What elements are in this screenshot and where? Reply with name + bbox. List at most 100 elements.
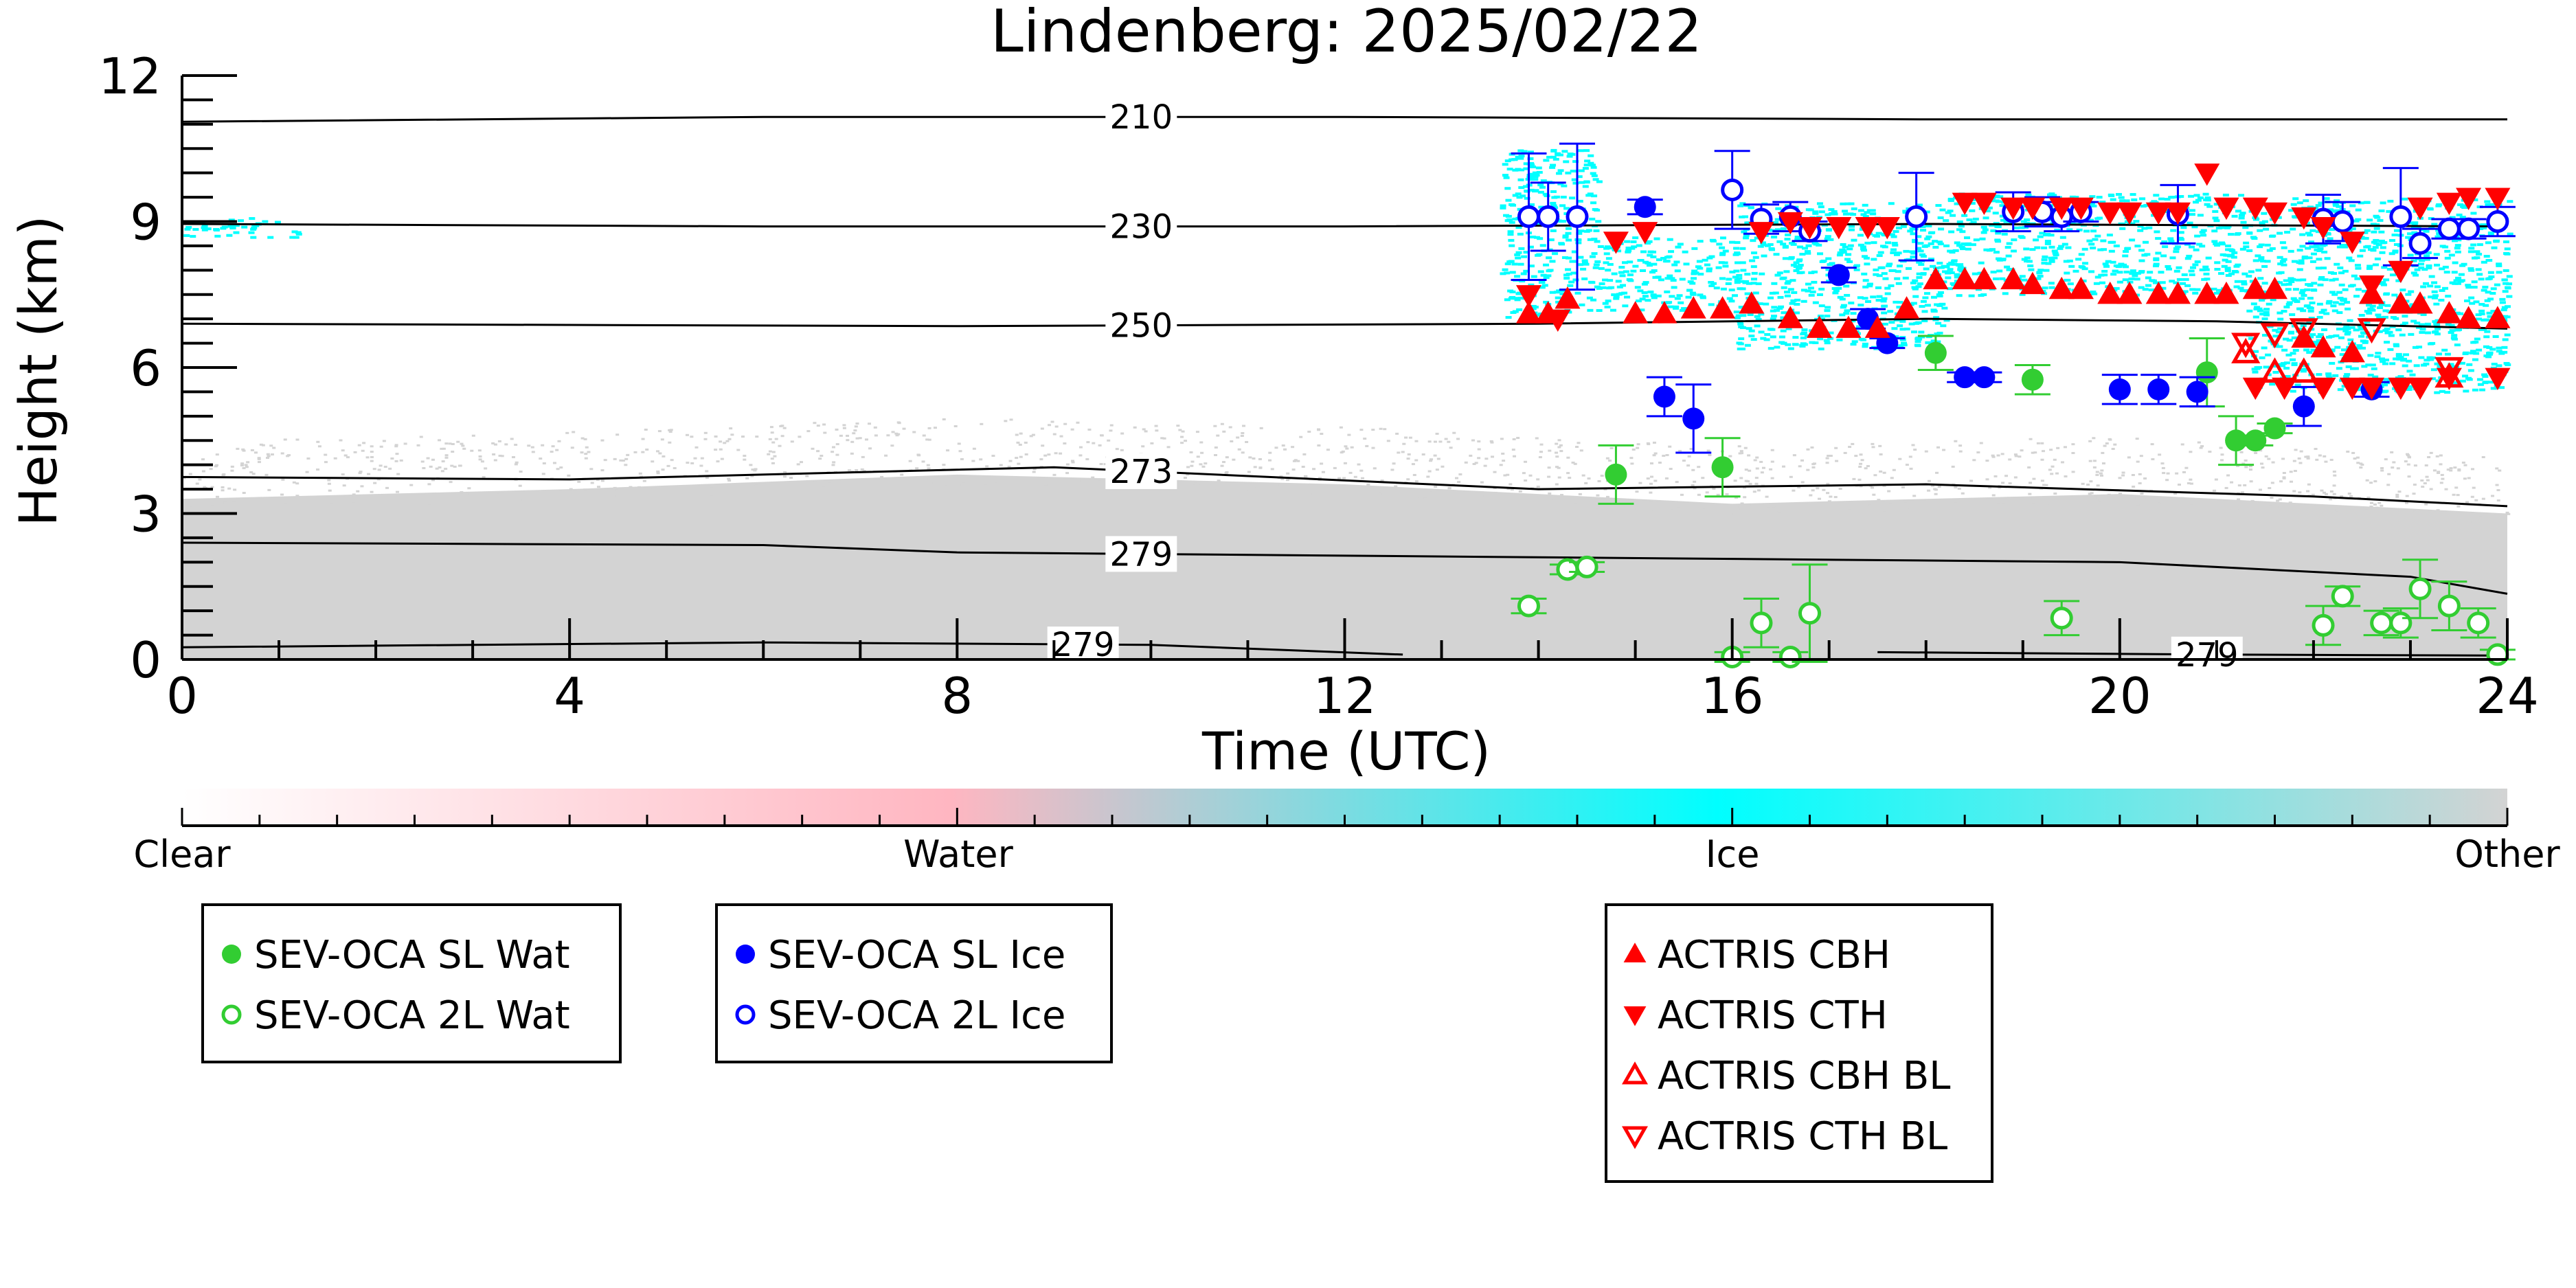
ice-pixel <box>1824 306 1831 309</box>
other-speckle <box>189 504 193 507</box>
other-speckle <box>2243 484 2247 486</box>
ice-pixel <box>1529 236 1536 239</box>
other-speckle <box>584 453 588 455</box>
other-speckle <box>751 468 755 471</box>
ice-pixel <box>1552 252 1559 256</box>
other-speckle <box>269 444 273 447</box>
other-speckle <box>1318 477 1322 479</box>
ice-pixel <box>2330 304 2337 308</box>
ice-pixel <box>2433 302 2440 306</box>
other-speckle <box>370 460 374 462</box>
ice-pixel <box>2449 281 2456 284</box>
ice-pixel <box>1555 152 1561 155</box>
other-speckle <box>1437 493 1441 495</box>
other-speckle <box>598 492 602 495</box>
ice-pixel <box>2231 214 2238 218</box>
point <box>2407 197 2433 221</box>
ice-pixel <box>1581 259 1588 262</box>
ice-pixel <box>1518 168 1525 172</box>
ice-pixel <box>1842 245 1849 249</box>
other-speckle <box>855 437 859 440</box>
other-speckle <box>1241 451 1245 454</box>
ice-pixel <box>1996 257 2002 260</box>
ice-pixel <box>1537 183 1544 187</box>
ice-pixel <box>1652 275 1659 279</box>
ice-pixel <box>1622 304 1629 308</box>
ice-pixel <box>2369 308 2376 312</box>
ice-pixel <box>2253 217 2260 221</box>
ice-pixel <box>1873 268 1879 271</box>
ice-pixel <box>2343 326 2350 329</box>
ice-pixel <box>1563 160 1570 163</box>
other-speckle <box>2444 519 2448 521</box>
ice-pixel <box>2438 298 2445 302</box>
other-speckle <box>1029 435 1033 438</box>
contour-line <box>181 317 2508 330</box>
other-speckle <box>1019 432 1023 435</box>
other-speckle <box>2132 485 2136 488</box>
other-speckle <box>2161 466 2165 469</box>
other-speckle <box>637 486 642 488</box>
ice-pixel <box>2507 200 2513 203</box>
ice-pixel <box>1881 304 1888 308</box>
other-speckle <box>1730 510 1734 512</box>
point <box>2310 377 2336 400</box>
other-speckle <box>2441 519 2445 522</box>
other-speckle <box>259 443 263 446</box>
other-speckle <box>1320 462 1324 465</box>
ice-pixel <box>1675 245 1682 249</box>
ice-pixel <box>2091 292 2098 295</box>
ice-pixel <box>1903 249 1910 253</box>
other-speckle <box>2028 496 2032 499</box>
other-speckle <box>435 467 439 470</box>
ice-pixel <box>2212 216 2219 220</box>
other-speckle <box>324 453 328 456</box>
ice-pixel <box>1844 202 1851 205</box>
ice-pixel <box>1936 262 1943 265</box>
ice-pixel <box>2444 249 2451 253</box>
other-speckle <box>1860 459 1864 462</box>
ice-pixel <box>1784 238 1791 241</box>
ice-pixel <box>1577 199 1583 203</box>
other-speckle <box>754 484 758 487</box>
other-speckle <box>1581 474 1585 477</box>
other-speckle <box>444 456 449 459</box>
point <box>2097 281 2123 304</box>
other-speckle <box>1421 453 1425 456</box>
ice-pixel <box>1935 321 1942 325</box>
ice-pixel <box>233 231 240 234</box>
other-speckle <box>2436 509 2440 512</box>
other-speckle <box>2471 468 2475 471</box>
other-speckle <box>1080 479 1084 482</box>
ice-pixel <box>1839 248 1846 251</box>
ice-pixel <box>1702 258 1708 262</box>
point <box>1603 231 1629 254</box>
other-speckle <box>1871 442 1875 445</box>
ice-pixel <box>2001 232 2008 236</box>
other-speckle <box>927 427 931 429</box>
point <box>1711 456 1734 479</box>
ice-pixel <box>1808 271 1815 275</box>
ice-pixel <box>1866 282 1873 286</box>
ice-pixel <box>1543 159 1550 162</box>
other-speckle <box>1761 466 1765 469</box>
other-speckle <box>2355 456 2360 459</box>
ice-pixel <box>1848 302 1855 305</box>
ice-pixel <box>2457 280 2464 283</box>
other-speckle <box>1927 479 1931 482</box>
ice-pixel <box>1595 220 1602 223</box>
ice-pixel <box>2489 291 2496 295</box>
ice-pixel <box>2473 300 2480 304</box>
other-speckle <box>835 443 839 446</box>
ice-pixel <box>2428 275 2435 278</box>
other-speckle <box>1693 480 1697 483</box>
ice-pixel <box>2483 335 2490 339</box>
series-sev-oca-2l-wat <box>1511 555 2516 668</box>
legend-item: ACTRIS CBH BL <box>1621 1054 1950 1098</box>
other-speckle <box>1392 462 1396 465</box>
other-speckle <box>770 431 774 434</box>
other-speckle <box>2307 483 2311 486</box>
ice-pixel <box>2326 300 2333 303</box>
other-speckle <box>1691 468 1695 471</box>
ice-pixel <box>2454 247 2461 250</box>
